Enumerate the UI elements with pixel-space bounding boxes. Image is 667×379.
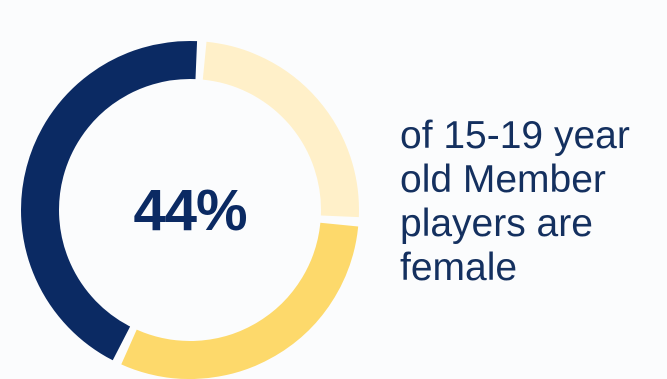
percentage-value: 44%	[133, 178, 247, 243]
caption-line-4: female	[400, 246, 518, 289]
caption-line-2: old Member	[400, 158, 606, 201]
caption-line-1: of 15-19 year	[400, 114, 630, 157]
donut-slice-1	[21, 41, 198, 361]
caption-line-3: players are	[400, 202, 593, 245]
donut-slice-3	[202, 41, 359, 218]
caption: of 15-19 year old Member players are fem…	[400, 114, 660, 290]
donut-slice-2	[121, 222, 359, 379]
